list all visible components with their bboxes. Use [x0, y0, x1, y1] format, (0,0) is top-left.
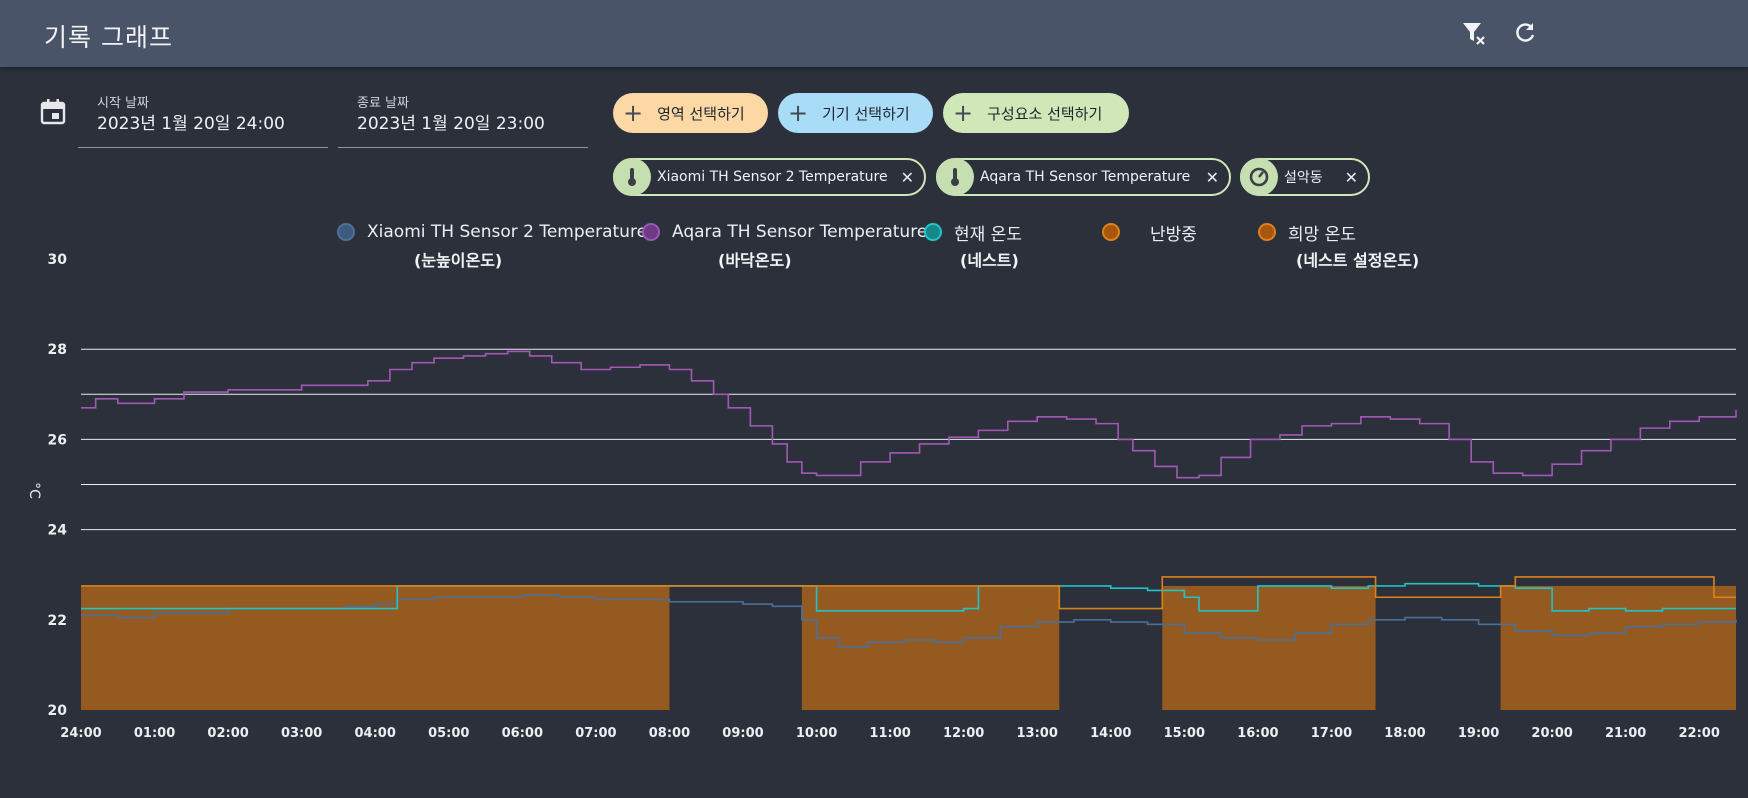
select-device-label: 기기 선택하기 — [822, 104, 910, 123]
x-tick-label: 16:00 — [1237, 726, 1278, 741]
end-date-label: 종료 날짜 — [357, 96, 409, 111]
selected-entity-label: Aqara TH Sensor Temperature — [980, 169, 1191, 185]
legend-swatch — [1102, 223, 1120, 241]
select-area-button[interactable]: + 영역 선택하기 — [613, 93, 768, 133]
end-date-field[interactable]: 종료 날짜 2023년 1월 20일 23:00 — [338, 92, 588, 148]
x-tick-label: 09:00 — [722, 726, 763, 741]
legend-note: (네스트) — [960, 251, 1019, 270]
filter-remove-icon[interactable] — [1458, 18, 1488, 48]
legend-swatch — [337, 223, 355, 241]
series-line — [81, 576, 1736, 610]
x-tick-label: 10:00 — [796, 726, 837, 741]
legend-item-xiaomi[interactable]: Xiaomi TH Sensor 2 Temperature — [337, 220, 647, 244]
plus-icon: + — [788, 99, 809, 127]
top-app-bar: 기록 그래프 — [0, 0, 1748, 67]
y-tick-label: 22 — [48, 613, 67, 629]
select-device-button[interactable]: + 기기 선택하기 — [778, 93, 933, 133]
plus-icon: + — [953, 99, 974, 127]
legend-label: 현재 온도 — [954, 224, 1022, 245]
legend-item-target-temp[interactable]: 희망 온도 — [1258, 220, 1356, 245]
thermostat-icon — [1240, 158, 1278, 196]
select-entity-button[interactable]: + 구성요소 선택하기 — [943, 93, 1129, 133]
x-tick-label: 13:00 — [1017, 726, 1058, 741]
x-tick-label: 17:00 — [1311, 726, 1352, 741]
selected-entity-chip[interactable]: 설악동 ✕ — [1240, 158, 1370, 196]
y-tick-label: 30 — [48, 252, 68, 268]
close-icon[interactable]: ✕ — [1205, 167, 1219, 187]
close-icon[interactable]: ✕ — [1344, 167, 1358, 187]
heating-area — [1500, 585, 1736, 710]
x-tick-label: 19:00 — [1458, 726, 1499, 741]
y-tick-label: 26 — [48, 432, 67, 448]
y-axis-label: °C — [26, 482, 42, 499]
x-tick-label: 08:00 — [649, 726, 690, 741]
selected-entity-label: 설악동 — [1284, 170, 1323, 186]
y-tick-label: 24 — [48, 523, 68, 539]
x-tick-label: 14:00 — [1090, 726, 1131, 741]
x-tick-label: 07:00 — [575, 726, 616, 741]
legend-item-current-temp[interactable]: 현재 온도 — [924, 220, 1022, 245]
legend-label: 희망 온도 — [1288, 224, 1356, 245]
thermometer-icon — [936, 158, 974, 196]
legend-note: (네스트 설정온도) — [1296, 251, 1420, 270]
legend-note: (눈높이온도) — [414, 251, 503, 270]
select-area-label: 영역 선택하기 — [657, 104, 745, 123]
x-tick-label: 12:00 — [943, 726, 984, 741]
x-tick-label: 18:00 — [1384, 726, 1425, 741]
selected-entity-chip[interactable]: Xiaomi TH Sensor 2 Temperature ✕ — [613, 158, 926, 196]
legend-swatch — [642, 223, 660, 241]
x-tick-label: 01:00 — [134, 726, 175, 741]
legend-swatch — [1258, 223, 1276, 241]
selected-entity-label: Xiaomi TH Sensor 2 Temperature — [657, 169, 888, 185]
end-date-value: 2023년 1월 20일 23:00 — [357, 114, 545, 134]
series-line — [81, 350, 1737, 479]
calendar-icon[interactable] — [38, 97, 68, 127]
select-entity-label: 구성요소 선택하기 — [987, 104, 1103, 123]
x-tick-label: 03:00 — [281, 726, 322, 741]
x-tick-label: 20:00 — [1531, 726, 1572, 741]
thermometer-icon — [613, 158, 651, 196]
page-title: 기록 그래프 — [44, 23, 173, 52]
x-tick-label: 04:00 — [355, 726, 396, 741]
x-tick-label: 05:00 — [428, 726, 469, 741]
plus-icon: + — [623, 99, 644, 127]
close-icon[interactable]: ✕ — [900, 167, 914, 187]
selected-entity-chip[interactable]: Aqara TH Sensor Temperature ✕ — [936, 158, 1231, 196]
legend-label: Xiaomi TH Sensor 2 Temperature — [367, 222, 648, 242]
heating-area — [801, 585, 1060, 710]
x-tick-label: 06:00 — [502, 726, 543, 741]
x-tick-label: 24:00 — [60, 726, 101, 741]
x-tick-label: 15:00 — [1164, 726, 1205, 741]
x-tick-label: 21:00 — [1605, 726, 1646, 741]
refresh-icon[interactable] — [1510, 18, 1540, 48]
x-tick-label: 11:00 — [869, 726, 910, 741]
legend-item-aqara[interactable]: Aqara TH Sensor Temperature — [642, 220, 927, 244]
start-date-value: 2023년 1월 20일 24:00 — [97, 114, 285, 134]
x-tick-label: 22:00 — [1679, 726, 1720, 741]
legend-item-heating[interactable]: 난방중 — [1102, 220, 1197, 245]
series-line — [81, 594, 1737, 648]
legend-label: 난방중 — [1150, 224, 1197, 245]
x-tick-label: 02:00 — [207, 726, 248, 741]
legend-label: Aqara TH Sensor Temperature — [672, 222, 928, 242]
legend-note: (바닥온도) — [718, 251, 792, 270]
legend-swatch — [924, 223, 942, 241]
start-date-field[interactable]: 시작 날짜 2023년 1월 20일 24:00 — [78, 92, 328, 148]
y-tick-label: 28 — [48, 342, 67, 358]
y-tick-label: 20 — [48, 703, 68, 719]
heating-area — [1162, 585, 1376, 710]
start-date-label: 시작 날짜 — [97, 96, 149, 111]
